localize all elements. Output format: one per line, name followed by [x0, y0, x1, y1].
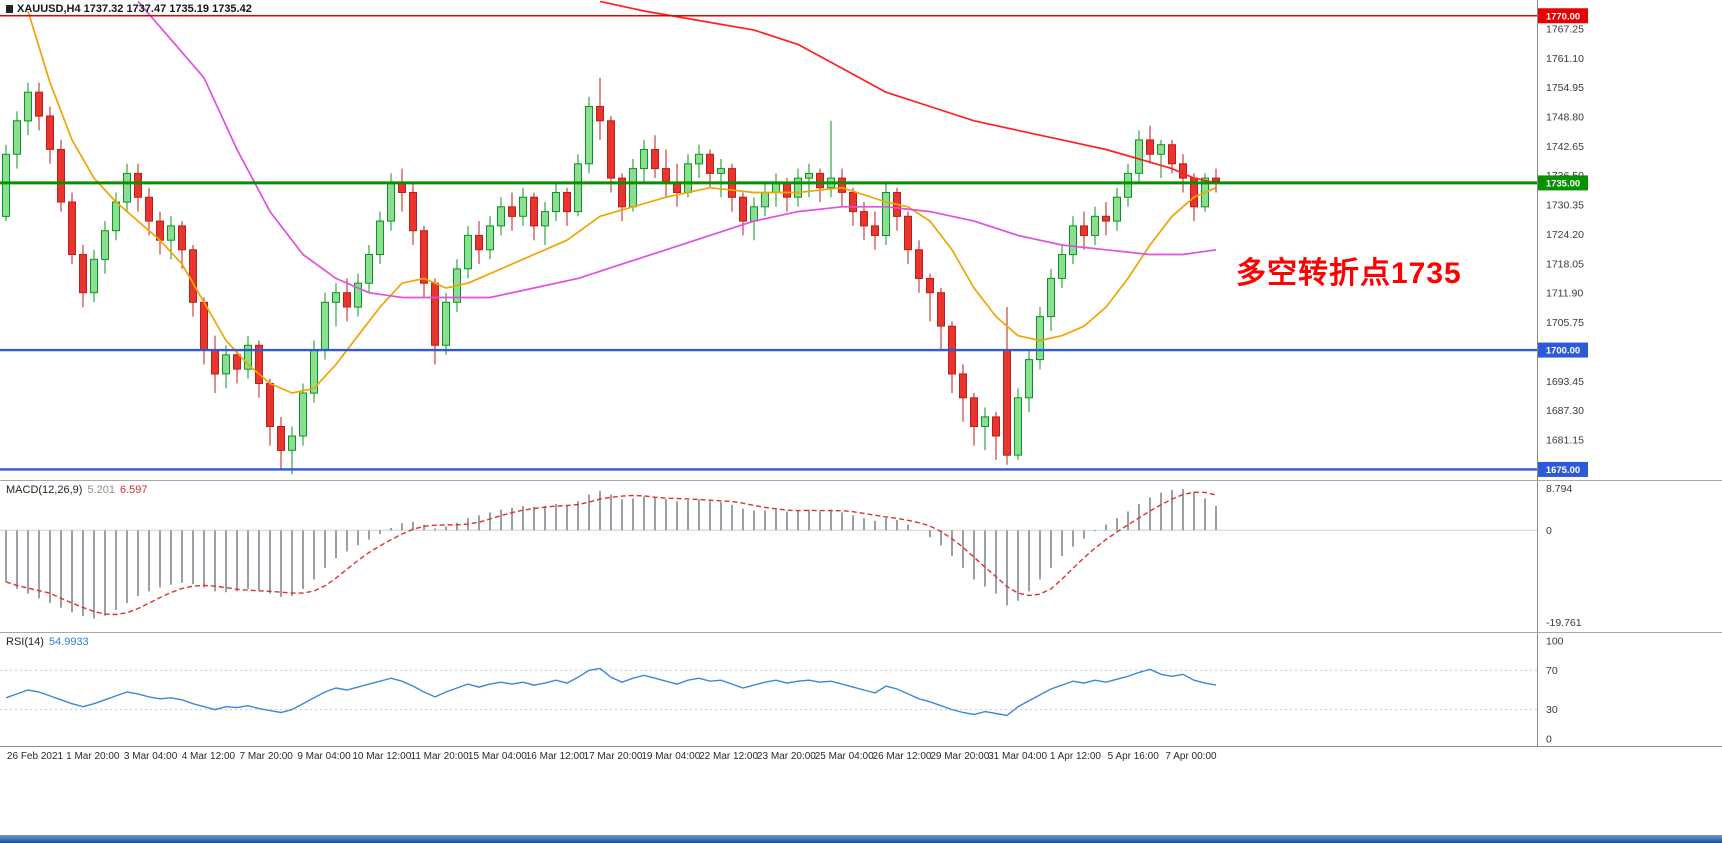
rsi-line[interactable] — [5, 667, 1217, 717]
time-axis-label: 15 Mar 04:00 — [467, 751, 527, 762]
time-axis-label: 7 Mar 20:00 — [239, 751, 293, 762]
rsi-indicator-panel[interactable]: 100 70 30 0 RSI(14) 54.9933 — [0, 632, 1722, 746]
time-axis-label: 26 Mar 12:00 — [872, 751, 932, 762]
macd-histogram[interactable] — [5, 489, 1217, 619]
chart-icon — [6, 5, 13, 13]
ma-mid-line[interactable] — [137, 0, 1217, 299]
rsi-value: 54.9933 — [48, 636, 89, 648]
candlesticks[interactable] — [2, 77, 1220, 475]
macd-name: MACD(12,26,9) — [6, 484, 83, 496]
time-axis-label: 22 Mar 12:00 — [699, 751, 759, 762]
level-lines[interactable] — [0, 14, 1537, 471]
time-axis-label: 1 Apr 12:00 — [1049, 751, 1101, 762]
symbol-ohlc-readout: XAUUSD,H4 1737.32 1737.47 1735.19 1735.4… — [6, 3, 252, 15]
macd-main-value: 5.201 — [87, 484, 115, 496]
svg-text:1711.90: 1711.90 — [1546, 288, 1583, 300]
time-axis-label: 5 Apr 16:00 — [1107, 751, 1159, 762]
time-axis-label: 4 Mar 12:00 — [181, 751, 236, 762]
macd-signal-line[interactable] — [5, 491, 1217, 616]
svg-text:-19.761: -19.761 — [1546, 617, 1582, 629]
time-axis-label: 3 Mar 04:00 — [123, 751, 178, 762]
svg-text:70: 70 — [1546, 665, 1558, 677]
svg-text:1681.15: 1681.15 — [1546, 435, 1584, 447]
ma-fast-line[interactable] — [27, 10, 1217, 394]
svg-text:1724.20: 1724.20 — [1546, 229, 1584, 241]
svg-text:1754.95: 1754.95 — [1546, 82, 1584, 94]
rsi-axis-labels[interactable]: 100 70 30 0 — [1546, 636, 1564, 746]
price-chart-panel[interactable]: 1767.251761.101754.951748.801742.651736.… — [0, 0, 1722, 480]
svg-text:8.794: 8.794 — [1546, 483, 1572, 495]
time-axis-label: 19 Mar 04:00 — [641, 751, 701, 762]
macd-indicator-panel[interactable]: 8.794 0 -19.761 MACD(12,26,9) 5.201 6.597 — [0, 480, 1722, 632]
time-axis-label: 11 Mar 20:00 — [410, 751, 469, 762]
svg-text:1705.75: 1705.75 — [1546, 317, 1584, 329]
svg-text:1687.30: 1687.30 — [1546, 405, 1584, 417]
price-axis-ticks[interactable]: 1767.251761.101754.951748.801742.651736.… — [1546, 23, 1584, 446]
symbol-ohlc-text: XAUUSD,H4 1737.32 1737.47 1735.19 1735.4… — [17, 3, 252, 15]
time-axis-label: 26 Feb 2021 — [6, 751, 64, 762]
svg-text:1761.10: 1761.10 — [1546, 53, 1584, 65]
svg-text:0: 0 — [1546, 734, 1552, 746]
svg-text:1693.45: 1693.45 — [1546, 376, 1584, 388]
time-axis-label: 23 Mar 20:00 — [756, 751, 816, 762]
svg-text:1718.05: 1718.05 — [1546, 258, 1584, 270]
svg-text:1742.65: 1742.65 — [1546, 141, 1584, 153]
time-axis-label: 9 Mar 04:00 — [297, 751, 351, 762]
time-axis-label: 1 Mar 20:00 — [66, 751, 120, 762]
macd-canvas[interactable]: 8.794 0 -19.761 — [0, 481, 1722, 632]
svg-text:1675.00: 1675.00 — [1546, 465, 1580, 476]
rsi-name: RSI(14) — [6, 636, 44, 648]
svg-text:1748.80: 1748.80 — [1546, 112, 1584, 124]
svg-text:0: 0 — [1546, 525, 1552, 537]
rsi-indicator-label: RSI(14) 54.9933 — [6, 636, 89, 648]
price-badges[interactable]: 1770.00 1735.00 1700.00 1675.00 — [1538, 8, 1588, 477]
time-axis-label: 25 Mar 04:00 — [814, 751, 874, 762]
price-chart-canvas[interactable]: 1767.251761.101754.951748.801742.651736.… — [0, 0, 1722, 480]
time-axis[interactable]: 26 Feb 2021 1 Mar 20:00 3 Mar 04:00 4 Mar 1… — [0, 746, 1722, 768]
svg-text:30: 30 — [1546, 704, 1558, 716]
macd-axis-labels[interactable]: 8.794 0 -19.761 — [1546, 483, 1582, 629]
time-axis-label: 17 Mar 20:00 — [583, 751, 643, 762]
time-axis-label: 16 Mar 12:00 — [525, 751, 585, 762]
svg-text:1770.00: 1770.00 — [1546, 11, 1580, 22]
macd-signal-value: 6.597 — [119, 484, 148, 496]
svg-text:1700.00: 1700.00 — [1546, 346, 1580, 357]
time-axis-label: 31 Mar 04:00 — [988, 751, 1048, 762]
window-bottom-edge — [0, 835, 1722, 843]
time-axis-label: 29 Mar 20:00 — [930, 751, 990, 762]
time-axis-label: 7 Apr 00:00 — [1165, 751, 1217, 762]
svg-text:1730.35: 1730.35 — [1546, 200, 1584, 212]
svg-text:1767.25: 1767.25 — [1546, 23, 1584, 35]
macd-indicator-label: MACD(12,26,9) 5.201 6.597 — [6, 484, 147, 496]
svg-text:1735.00: 1735.00 — [1546, 178, 1580, 189]
svg-text:100: 100 — [1546, 636, 1564, 648]
rsi-canvas[interactable]: 100 70 30 0 — [0, 633, 1722, 746]
chart-annotation-text[interactable]: 多空转折点1735 — [1236, 257, 1462, 290]
ma-slow-line[interactable] — [599, 0, 1217, 184]
time-axis-label: 10 Mar 12:00 — [352, 751, 412, 762]
